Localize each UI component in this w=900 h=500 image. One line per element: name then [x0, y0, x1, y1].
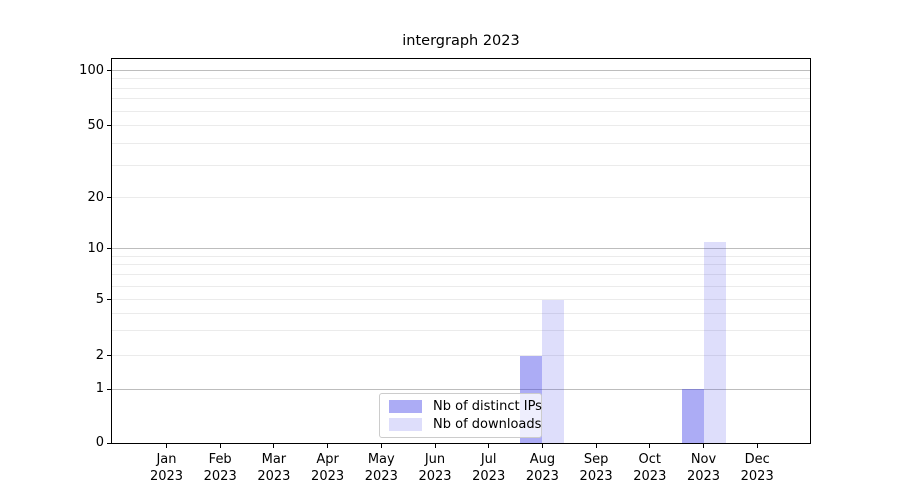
legend-label: Nb of downloads	[433, 416, 542, 432]
plot-area	[111, 58, 811, 444]
legend: Nb of distinct IPs Nb of downloads	[379, 393, 542, 438]
y-gridline-major	[112, 248, 810, 249]
legend-entry: Nb of downloads	[389, 416, 541, 433]
x-tick-year: 2023	[579, 469, 613, 484]
y-gridline-minor	[112, 142, 810, 144]
y-gridline-minor	[112, 264, 810, 266]
x-tick-label: Jul 2023	[457, 451, 521, 485]
x-tick	[327, 444, 329, 448]
y-tick	[107, 355, 111, 356]
x-tick	[219, 444, 221, 448]
y-tick-label: 10	[87, 240, 104, 256]
x-tick	[649, 444, 651, 448]
bar-downloads	[542, 299, 565, 443]
legend-swatch	[389, 400, 422, 414]
x-tick-year: 2023	[149, 469, 184, 484]
x-tick-year: 2023	[418, 469, 452, 484]
x-tick	[756, 444, 758, 448]
y-gridline-minor	[112, 299, 810, 300]
y-tick	[107, 125, 111, 126]
y-tick-label: 5	[95, 291, 104, 307]
y-gridline-minor	[112, 197, 810, 198]
y-gridline-minor	[112, 312, 810, 314]
x-tick-label: Sep 2023	[564, 451, 628, 485]
x-tick	[166, 444, 167, 448]
x-tick-month: Nov	[690, 452, 717, 467]
x-tick	[380, 444, 382, 448]
x-tick	[541, 444, 543, 448]
x-tick-year: 2023	[472, 469, 506, 484]
y-tick	[107, 197, 111, 198]
y-gridline-minor	[112, 255, 810, 257]
x-tick-year: 2023	[525, 469, 559, 484]
x-tick-month: Oct	[638, 452, 662, 467]
x-tick-label: May 2023	[349, 451, 413, 485]
y-gridline-minor	[112, 98, 810, 100]
legend-swatch	[389, 417, 422, 431]
y-tick	[107, 70, 111, 71]
x-tick-year: 2023	[740, 469, 774, 484]
y-gridline-major	[112, 388, 810, 390]
y-gridline-minor	[112, 87, 810, 89]
x-tick-label: Jan 2023	[135, 451, 199, 485]
x-tick	[434, 444, 436, 448]
x-tick	[273, 444, 275, 448]
y-gridline-minor	[112, 355, 810, 356]
legend-entry: Nb of distinct IPs	[389, 398, 542, 415]
x-tick-month: Jul	[480, 452, 497, 467]
x-tick-year: 2023	[364, 469, 398, 484]
y-tick-label: 2	[95, 347, 104, 363]
x-tick-month: Sep	[583, 452, 609, 467]
x-tick-year: 2023	[311, 469, 345, 484]
x-tick-year: 2023	[203, 469, 237, 484]
y-tick	[107, 248, 111, 249]
y-gridline-minor	[112, 78, 810, 80]
x-tick-year: 2023	[257, 469, 291, 484]
x-tick-month: May	[367, 452, 395, 467]
y-gridline-minor	[112, 285, 810, 287]
bar-downloads	[703, 241, 726, 443]
x-tick-month: Jan	[156, 452, 177, 467]
y-gridline-minor	[112, 125, 810, 126]
x-tick	[595, 444, 597, 448]
x-tick-year: 2023	[686, 469, 721, 484]
y-tick-label: 100	[79, 62, 104, 78]
y-tick-label: 20	[87, 189, 104, 205]
x-tick-label: Aug 2023	[510, 451, 574, 485]
y-gridline-major	[112, 70, 810, 71]
x-tick	[488, 444, 490, 448]
x-tick-year: 2023	[633, 469, 667, 484]
x-tick-label: Feb 2023	[188, 451, 252, 485]
y-tick	[107, 388, 111, 390]
x-tick-label: Oct 2023	[618, 451, 682, 485]
x-tick-label: Mar 2023	[242, 451, 306, 485]
x-tick-month: Dec	[744, 452, 770, 467]
x-tick-month: Feb	[208, 452, 232, 467]
x-tick-month: Mar	[261, 452, 287, 467]
x-tick-label: Nov 2023	[672, 451, 736, 485]
x-tick-month: Apr	[316, 452, 339, 467]
y-gridline-minor	[112, 274, 810, 276]
y-tick-label: 50	[87, 117, 104, 133]
x-tick-label: Jun 2023	[403, 451, 467, 485]
y-tick-label: 0	[95, 435, 104, 450]
y-gridline-minor	[112, 330, 810, 332]
x-tick-month: Aug	[529, 452, 556, 467]
x-tick-month: Jun	[424, 452, 446, 467]
legend-label: Nb of distinct IPs	[433, 399, 542, 415]
x-tick-label: Apr 2023	[296, 451, 360, 485]
x-tick-label: Dec 2023	[725, 451, 789, 485]
y-tick-label: 1	[95, 381, 104, 396]
y-tick	[107, 442, 111, 444]
bar-distinct-ips	[681, 389, 704, 443]
chart-title: intergraph 2023	[402, 33, 520, 49]
y-gridline-minor	[112, 110, 810, 112]
y-gridline-minor	[112, 165, 810, 167]
x-tick	[703, 444, 704, 448]
y-tick	[107, 299, 111, 300]
